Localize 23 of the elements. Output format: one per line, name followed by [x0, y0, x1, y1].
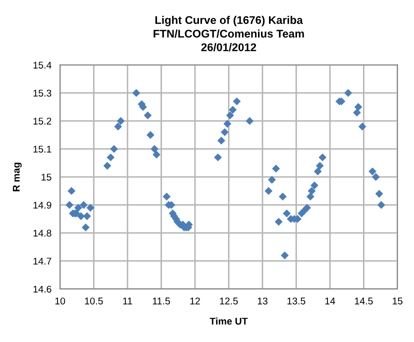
y-tick-label: 14.9 [34, 202, 52, 209]
x-tick-label: 11.5 [152, 298, 170, 304]
chart-title: Light Curve of (1676) Kariba FTN/LCOGT/Comenius Team 26/01/2012 [154, 16, 304, 52]
x-tick-label: 10.5 [85, 298, 103, 304]
x-tick-label: 12 [190, 298, 200, 304]
x-tick-label: 15 [392, 298, 402, 304]
y-tick-label: 15.4 [34, 62, 52, 69]
x-tick-label: 14 [325, 298, 336, 304]
y-axis-title: R mag [12, 162, 22, 192]
x-tick-label: 12.5 [220, 298, 238, 304]
x-tick-label: 10 [55, 298, 66, 304]
y-tick-label: 15.2 [34, 118, 52, 125]
x-tick-label: 14.5 [354, 298, 373, 304]
x-tick-label: 11 [123, 298, 132, 304]
y-tick-label: 14.7 [34, 258, 52, 265]
y-tick-label: 15 [42, 174, 52, 181]
x-tick-label: 13.5 [288, 298, 306, 304]
y-tick-label: 15.3 [34, 90, 52, 97]
x-tick-label: 13 [258, 298, 268, 304]
x-axis-title: Time UT [210, 317, 248, 325]
y-tick-label: 14.8 [34, 230, 52, 237]
y-tick-label: 15.1 [34, 146, 52, 153]
y-tick-label: 14.6 [34, 286, 52, 293]
